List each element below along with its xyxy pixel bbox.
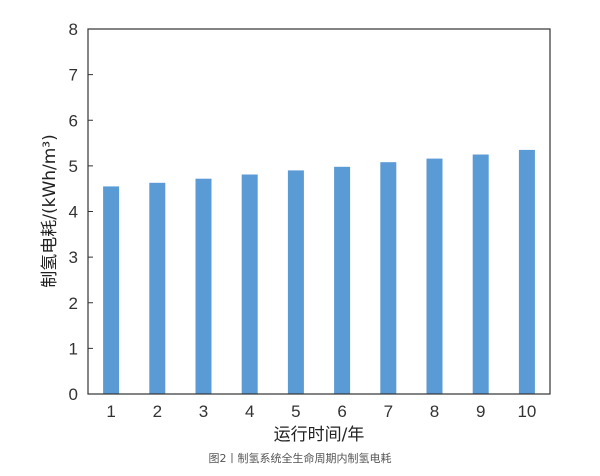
bar-7 [380,162,397,394]
y-tick-label: 5 [69,157,78,176]
bar-10 [518,149,535,394]
x-tick-label: 10 [517,402,536,421]
y-tick-label: 3 [69,248,78,267]
y-tick-label: 2 [69,294,78,313]
y-tick-label: 6 [69,111,78,130]
y-tick-label: 0 [69,385,78,404]
bar-5 [287,170,304,394]
x-tick-label: 7 [384,402,393,421]
y-tick-label: 1 [69,339,78,358]
x-tick-label: 6 [337,402,346,421]
x-axis-title: 运行时间/年 [274,425,365,445]
bar-6 [334,166,351,394]
y-axis-title: 制氢电耗/(kWh/m³) [40,134,60,288]
bar-3 [195,178,212,394]
y-tick-label: 4 [69,203,78,222]
x-ticks-group: 1 2 3 4 5 6 7 8 9 10 [106,402,536,421]
figure-caption: 图2丨制氢系统全生命周期内制氢电耗 [208,452,392,465]
x-tick-label: 2 [153,402,162,421]
x-tick-label: 1 [106,402,115,421]
bar-1 [103,186,120,394]
y-tick-label: 7 [69,66,78,85]
x-tick-label: 8 [430,402,439,421]
x-tick-label: 9 [476,402,485,421]
bar-9 [472,154,489,394]
x-tick-label: 3 [199,402,208,421]
x-tick-label: 5 [291,402,300,421]
x-tick-label: 4 [245,402,254,421]
y-tick-label: 8 [69,20,78,39]
y-ticks-group: 0 1 2 3 4 5 6 7 8 [69,20,93,404]
bar-8 [426,158,443,394]
bars-group [103,149,535,394]
bar-2 [149,182,166,394]
bar-4 [241,174,258,394]
